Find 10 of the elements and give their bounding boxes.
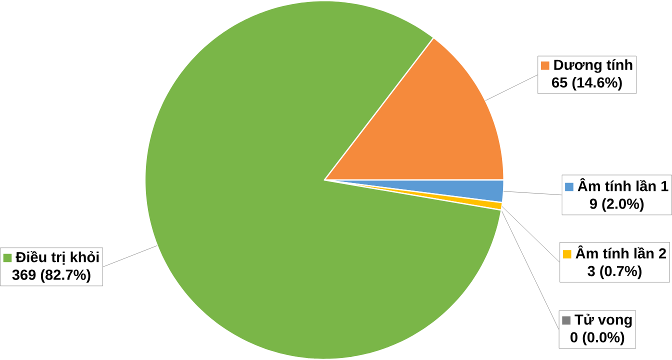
data-label: 65 (14.6%) (552, 76, 622, 90)
legend-label: Dương tính (554, 59, 632, 73)
text: 0 (0.0%) (570, 332, 624, 346)
legend-label: Âm tính lần 1 (578, 178, 668, 192)
legend-label: Tử vong (574, 314, 632, 328)
data-label: 3 (0.7%) (588, 266, 642, 280)
legend-label: Điều trị khỏi (16, 250, 99, 265)
data-label: 369 (82.7%) (12, 269, 90, 283)
legend-label: Âm tính lần 2 (576, 245, 666, 259)
data-label: 9 (2.0%) (590, 198, 644, 212)
